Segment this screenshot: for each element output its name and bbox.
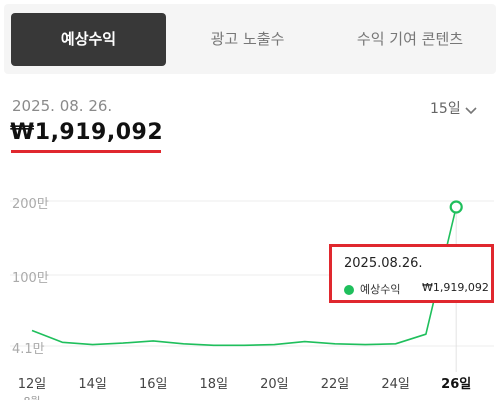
data-point: [273, 343, 276, 346]
period-select[interactable]: 15일: [430, 98, 477, 118]
data-point: [61, 341, 64, 344]
tab-estimated-revenue[interactable]: 예상수익: [11, 13, 166, 66]
highlighted-point: [449, 200, 463, 214]
series-line-revenue: [31, 206, 457, 347]
y-tick-label: 4.1만: [12, 342, 45, 357]
data-point: [212, 344, 215, 347]
y-tick-label: 100만: [12, 271, 49, 286]
data-point: [121, 342, 124, 345]
selected-date: 2025. 08. 26.: [12, 97, 113, 115]
data-point: [31, 329, 34, 332]
period-select-label: 15일: [430, 101, 461, 117]
revenue-amount: ₩1,919,092: [10, 120, 164, 145]
x-tick-label: 12일: [18, 377, 47, 392]
data-point: [182, 342, 185, 345]
data-point: [243, 344, 246, 347]
data-point: [91, 343, 94, 346]
tooltip-value: ₩1,919,092: [422, 281, 489, 294]
x-tick-label: 24일: [381, 377, 410, 392]
tooltip-date: 2025.08.26.: [344, 256, 423, 271]
x-tick-label: 22일: [321, 377, 350, 392]
x-tick-label: 26일: [441, 377, 471, 392]
data-point: [334, 342, 337, 345]
tab-revenue-contents[interactable]: 수익 기여 콘텐츠: [356, 30, 464, 48]
data-point: [394, 342, 397, 345]
amount-underline: [11, 150, 161, 153]
y-tick-label: 200만: [12, 197, 49, 212]
tab-bar: 예상수익 광고 노출수 수익 기여 콘텐츠: [4, 4, 496, 74]
chart-tooltip: 2025.08.26. 예상수익 ₩1,919,092: [329, 244, 494, 303]
x-tick-label: 16일: [139, 377, 168, 392]
x-tick-label: 18일: [200, 377, 229, 392]
data-point: [303, 340, 306, 343]
x-tick-label: 20일: [260, 377, 289, 392]
x-month-label: 8월: [23, 395, 40, 400]
tooltip-series-name: 예상수익: [360, 283, 401, 296]
data-point: [424, 333, 427, 336]
tab-ad-impressions[interactable]: 광고 노출수: [210, 30, 285, 48]
chevron-down-icon: [465, 107, 477, 115]
data-point: [364, 343, 367, 346]
x-tick-label: 14일: [78, 377, 107, 392]
series-dot-icon: [344, 285, 354, 295]
data-point: [152, 339, 155, 342]
